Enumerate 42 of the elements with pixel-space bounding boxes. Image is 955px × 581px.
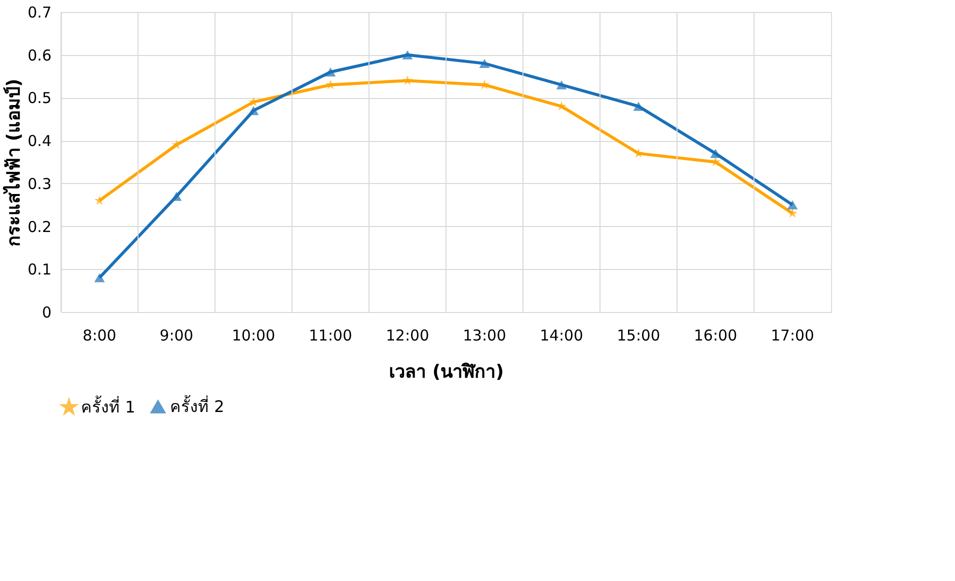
point: [248, 96, 258, 106]
point: [325, 67, 336, 77]
legend-label: ครั้งที่ 1: [81, 395, 136, 416]
point: [94, 273, 105, 282]
point: [172, 140, 182, 150]
point: [479, 58, 490, 68]
point: [787, 200, 798, 210]
x-tick-label: 8:00: [82, 326, 116, 344]
legend-label: ครั้งที่ 2: [170, 395, 224, 416]
point: [402, 50, 413, 60]
x-tick-label: 10:00: [232, 326, 276, 344]
x-tick-label: 11:00: [308, 326, 352, 344]
y-tick-label: 0.6: [28, 46, 52, 64]
point: [556, 80, 567, 90]
y-tick-label: 0.3: [28, 174, 52, 193]
point: [710, 148, 721, 158]
point: [171, 192, 182, 201]
x-tick-label: 12:00: [386, 326, 430, 344]
point: [633, 102, 644, 111]
x-tick-label: 17:00: [770, 326, 814, 344]
point: [788, 208, 798, 218]
y-tick-label: 0.2: [28, 218, 52, 236]
y-tick-label: 0.7: [28, 4, 52, 22]
point: [326, 80, 336, 90]
x-axis-title: เวลา (นาฬิกา): [389, 362, 504, 382]
x-tick-label: 16:00: [694, 326, 738, 344]
point: [634, 148, 644, 158]
y-tick-label: 0.4: [28, 132, 52, 150]
y-tick-label: 0: [42, 304, 52, 322]
y-tick-label: 0.5: [28, 89, 52, 108]
x-tick-label: 9:00: [160, 326, 194, 344]
point: [94, 195, 104, 205]
y-tick-label: 0.1: [28, 260, 52, 279]
point: [556, 101, 566, 111]
point: [710, 156, 720, 166]
x-tick-label: 14:00: [540, 326, 584, 344]
x-tick-label: 15:00: [616, 326, 660, 344]
y-axis-title: กระแสไฟฟ้า (แอมป์): [2, 78, 25, 246]
point: [402, 75, 412, 85]
point: [248, 106, 259, 116]
x-tick-label: 13:00: [462, 326, 506, 344]
point: [480, 80, 490, 90]
